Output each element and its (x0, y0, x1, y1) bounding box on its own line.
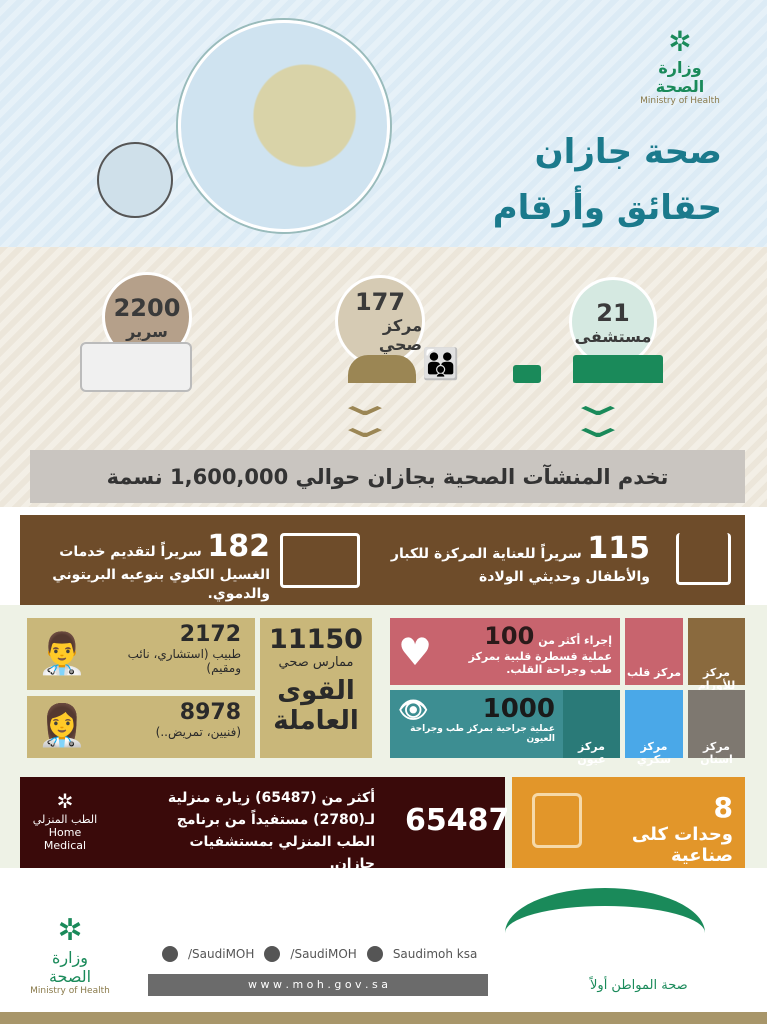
hospital-icon (573, 355, 663, 383)
beds-band: 115 سريراً للعناية المركزة للكبار والأطف… (20, 515, 745, 605)
youtube-link[interactable]: Saudimoh ksa (392, 947, 478, 961)
icu-stat: 115 سريراً للعناية المركزة للكبار والأطف… (390, 531, 650, 585)
details-section: 11150 ممارس صحي القوى العاملة 2172 طبيب … (0, 605, 767, 872)
green-hills-logo (505, 888, 705, 978)
health-center-icon (348, 355, 416, 383)
chevron-down-icon: ⌄ ⌄ (564, 383, 632, 446)
oncology-center: مركز للأورام (688, 618, 745, 692)
family-icon: 👪 (422, 347, 460, 382)
icu-bed-icon (676, 533, 731, 585)
palm-logo-icon: ✲ (56, 789, 74, 813)
page-subtitle: حقائق وأرقام (492, 188, 722, 228)
moh-footer-logo: ✲ وزارة الصحة Ministry of Health (30, 913, 110, 996)
nurse-icon: 👩‍⚕️ (37, 703, 87, 749)
health-centers-stat: 177 مركز صحي (335, 275, 425, 367)
social-links: /SaudiMOH /SaudiMOH Saudimoh ksa (162, 946, 492, 962)
twitter-link[interactable]: /SaudiMOH (188, 947, 255, 961)
dialysis-icon (280, 533, 360, 588)
header: ✲ وزارة الصحة Ministry of Health صحة جاز… (0, 0, 767, 247)
bottom-strip (0, 1012, 767, 1024)
kidney-units-stat: 8 وحدات كلى صناعية (512, 777, 745, 868)
palm-logo-icon: ✲ (668, 25, 692, 58)
ambulance-icon (513, 365, 541, 383)
facebook-link[interactable]: /SaudiMOH (290, 947, 357, 961)
home-medical-stat: 65487 أكثر من (65487) زيارة منزلية لـ(27… (20, 777, 509, 872)
slogan: صحة المواطن أولاً (590, 978, 688, 993)
population-banner: تخدم المنشآت الصحية بجازان حوالي 1,600,0… (30, 450, 745, 503)
region-locator-map (97, 142, 173, 218)
moh-logo: ✲ وزارة الصحة Ministry of Health (635, 25, 725, 106)
website-link[interactable]: w w w . m o h . g o v . s a (148, 974, 488, 996)
youtube-icon[interactable] (366, 946, 383, 962)
dialysis-stat: 182 سريراً لتقديم خدمات الغسيل الكلوي بن… (52, 529, 270, 602)
facebook-icon[interactable] (264, 946, 281, 962)
footer: ✲ وزارة الصحة Ministry of Health /SaudiM… (0, 868, 767, 1012)
workforce-total: 11150 ممارس صحي القوى العاملة (260, 618, 372, 758)
doctors-stat: 2172 طبيب (استشاري، نائب ومقيم) 👨‍⚕️ (27, 618, 255, 690)
diabetes-center: مركز سكري (625, 690, 683, 766)
eye-icon: 👁 (398, 696, 429, 724)
twitter-icon[interactable] (162, 946, 178, 962)
dialysis-chair-icon (532, 793, 582, 848)
bed-icon (80, 342, 192, 392)
page-title: صحة جازان (534, 132, 722, 172)
doctor-icon: 👨‍⚕️ (37, 631, 87, 677)
cardiac-center: مركز قلب (625, 618, 683, 685)
dental-center: مركز اسنان (688, 690, 745, 766)
palm-logo-icon: ✲ (57, 913, 83, 948)
eye-center: مركز عيون (563, 690, 620, 766)
heart-icon: ♥ (398, 630, 433, 674)
staff-stat: 8978 (فنيين، تمريض..) 👩‍⚕️ (27, 696, 255, 758)
home-medical-logo: ✲ الطب المنزلي Home Medical (30, 789, 100, 852)
jazan-map (178, 20, 390, 232)
eye-stat: 1000 عملية جراحية بمركز طب وجراحة العيون… (390, 690, 563, 758)
chevron-down-icon: ⌄ ⌄ (331, 383, 399, 446)
hospitals-stat: 21 مستشفى (569, 277, 657, 367)
cardiac-stat: إجراء أكثر من 100 عملية قسطرة قلبية بمرك… (390, 618, 620, 685)
